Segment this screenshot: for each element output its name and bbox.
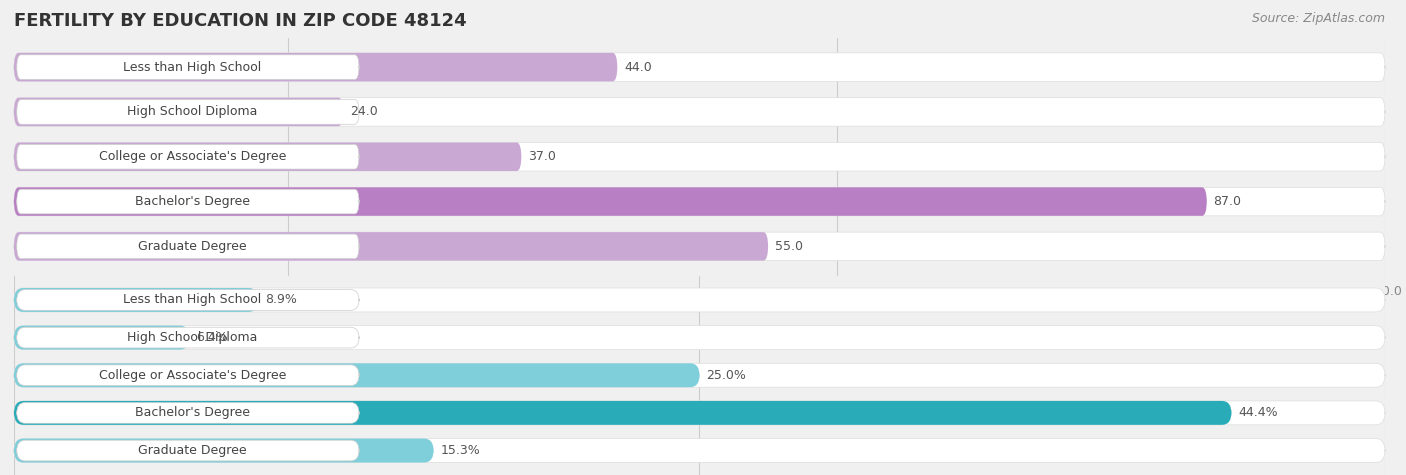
FancyBboxPatch shape bbox=[14, 363, 1385, 387]
Text: 8.9%: 8.9% bbox=[264, 294, 297, 306]
FancyBboxPatch shape bbox=[17, 327, 359, 348]
FancyBboxPatch shape bbox=[17, 365, 359, 386]
FancyBboxPatch shape bbox=[14, 232, 768, 261]
Text: High School Diploma: High School Diploma bbox=[127, 105, 257, 118]
FancyBboxPatch shape bbox=[17, 100, 359, 124]
Text: College or Associate's Degree: College or Associate's Degree bbox=[98, 369, 285, 382]
FancyBboxPatch shape bbox=[14, 326, 190, 350]
Text: FERTILITY BY EDUCATION IN ZIP CODE 48124: FERTILITY BY EDUCATION IN ZIP CODE 48124 bbox=[14, 12, 467, 30]
Text: 6.4%: 6.4% bbox=[197, 331, 228, 344]
FancyBboxPatch shape bbox=[17, 55, 359, 79]
FancyBboxPatch shape bbox=[17, 234, 359, 259]
FancyBboxPatch shape bbox=[14, 98, 343, 126]
Text: Bachelor's Degree: Bachelor's Degree bbox=[135, 407, 250, 419]
FancyBboxPatch shape bbox=[14, 363, 700, 387]
FancyBboxPatch shape bbox=[17, 144, 359, 169]
Text: Graduate Degree: Graduate Degree bbox=[138, 444, 246, 457]
FancyBboxPatch shape bbox=[14, 438, 434, 463]
FancyBboxPatch shape bbox=[14, 98, 1385, 126]
FancyBboxPatch shape bbox=[17, 402, 359, 423]
Text: 44.0: 44.0 bbox=[624, 61, 652, 74]
FancyBboxPatch shape bbox=[14, 142, 1385, 171]
Text: 55.0: 55.0 bbox=[775, 240, 803, 253]
FancyBboxPatch shape bbox=[17, 189, 359, 214]
Text: High School Diploma: High School Diploma bbox=[127, 331, 257, 344]
Text: Less than High School: Less than High School bbox=[124, 294, 262, 306]
FancyBboxPatch shape bbox=[14, 187, 1385, 216]
FancyBboxPatch shape bbox=[14, 232, 1385, 261]
Text: 44.4%: 44.4% bbox=[1239, 407, 1278, 419]
Text: 37.0: 37.0 bbox=[529, 150, 555, 163]
FancyBboxPatch shape bbox=[14, 401, 1385, 425]
FancyBboxPatch shape bbox=[14, 288, 259, 312]
Text: 15.3%: 15.3% bbox=[440, 444, 479, 457]
FancyBboxPatch shape bbox=[14, 401, 1232, 425]
Text: 24.0: 24.0 bbox=[350, 105, 378, 118]
FancyBboxPatch shape bbox=[14, 438, 1385, 463]
FancyBboxPatch shape bbox=[17, 290, 359, 310]
FancyBboxPatch shape bbox=[14, 53, 617, 81]
FancyBboxPatch shape bbox=[14, 288, 1385, 312]
FancyBboxPatch shape bbox=[14, 53, 1385, 81]
Text: 87.0: 87.0 bbox=[1213, 195, 1241, 208]
FancyBboxPatch shape bbox=[14, 187, 1206, 216]
Text: Bachelor's Degree: Bachelor's Degree bbox=[135, 195, 250, 208]
Text: Source: ZipAtlas.com: Source: ZipAtlas.com bbox=[1251, 12, 1385, 25]
FancyBboxPatch shape bbox=[14, 326, 1385, 350]
Text: Graduate Degree: Graduate Degree bbox=[138, 240, 246, 253]
Text: Less than High School: Less than High School bbox=[124, 61, 262, 74]
FancyBboxPatch shape bbox=[17, 440, 359, 461]
Text: 25.0%: 25.0% bbox=[706, 369, 747, 382]
FancyBboxPatch shape bbox=[14, 142, 522, 171]
Text: College or Associate's Degree: College or Associate's Degree bbox=[98, 150, 285, 163]
